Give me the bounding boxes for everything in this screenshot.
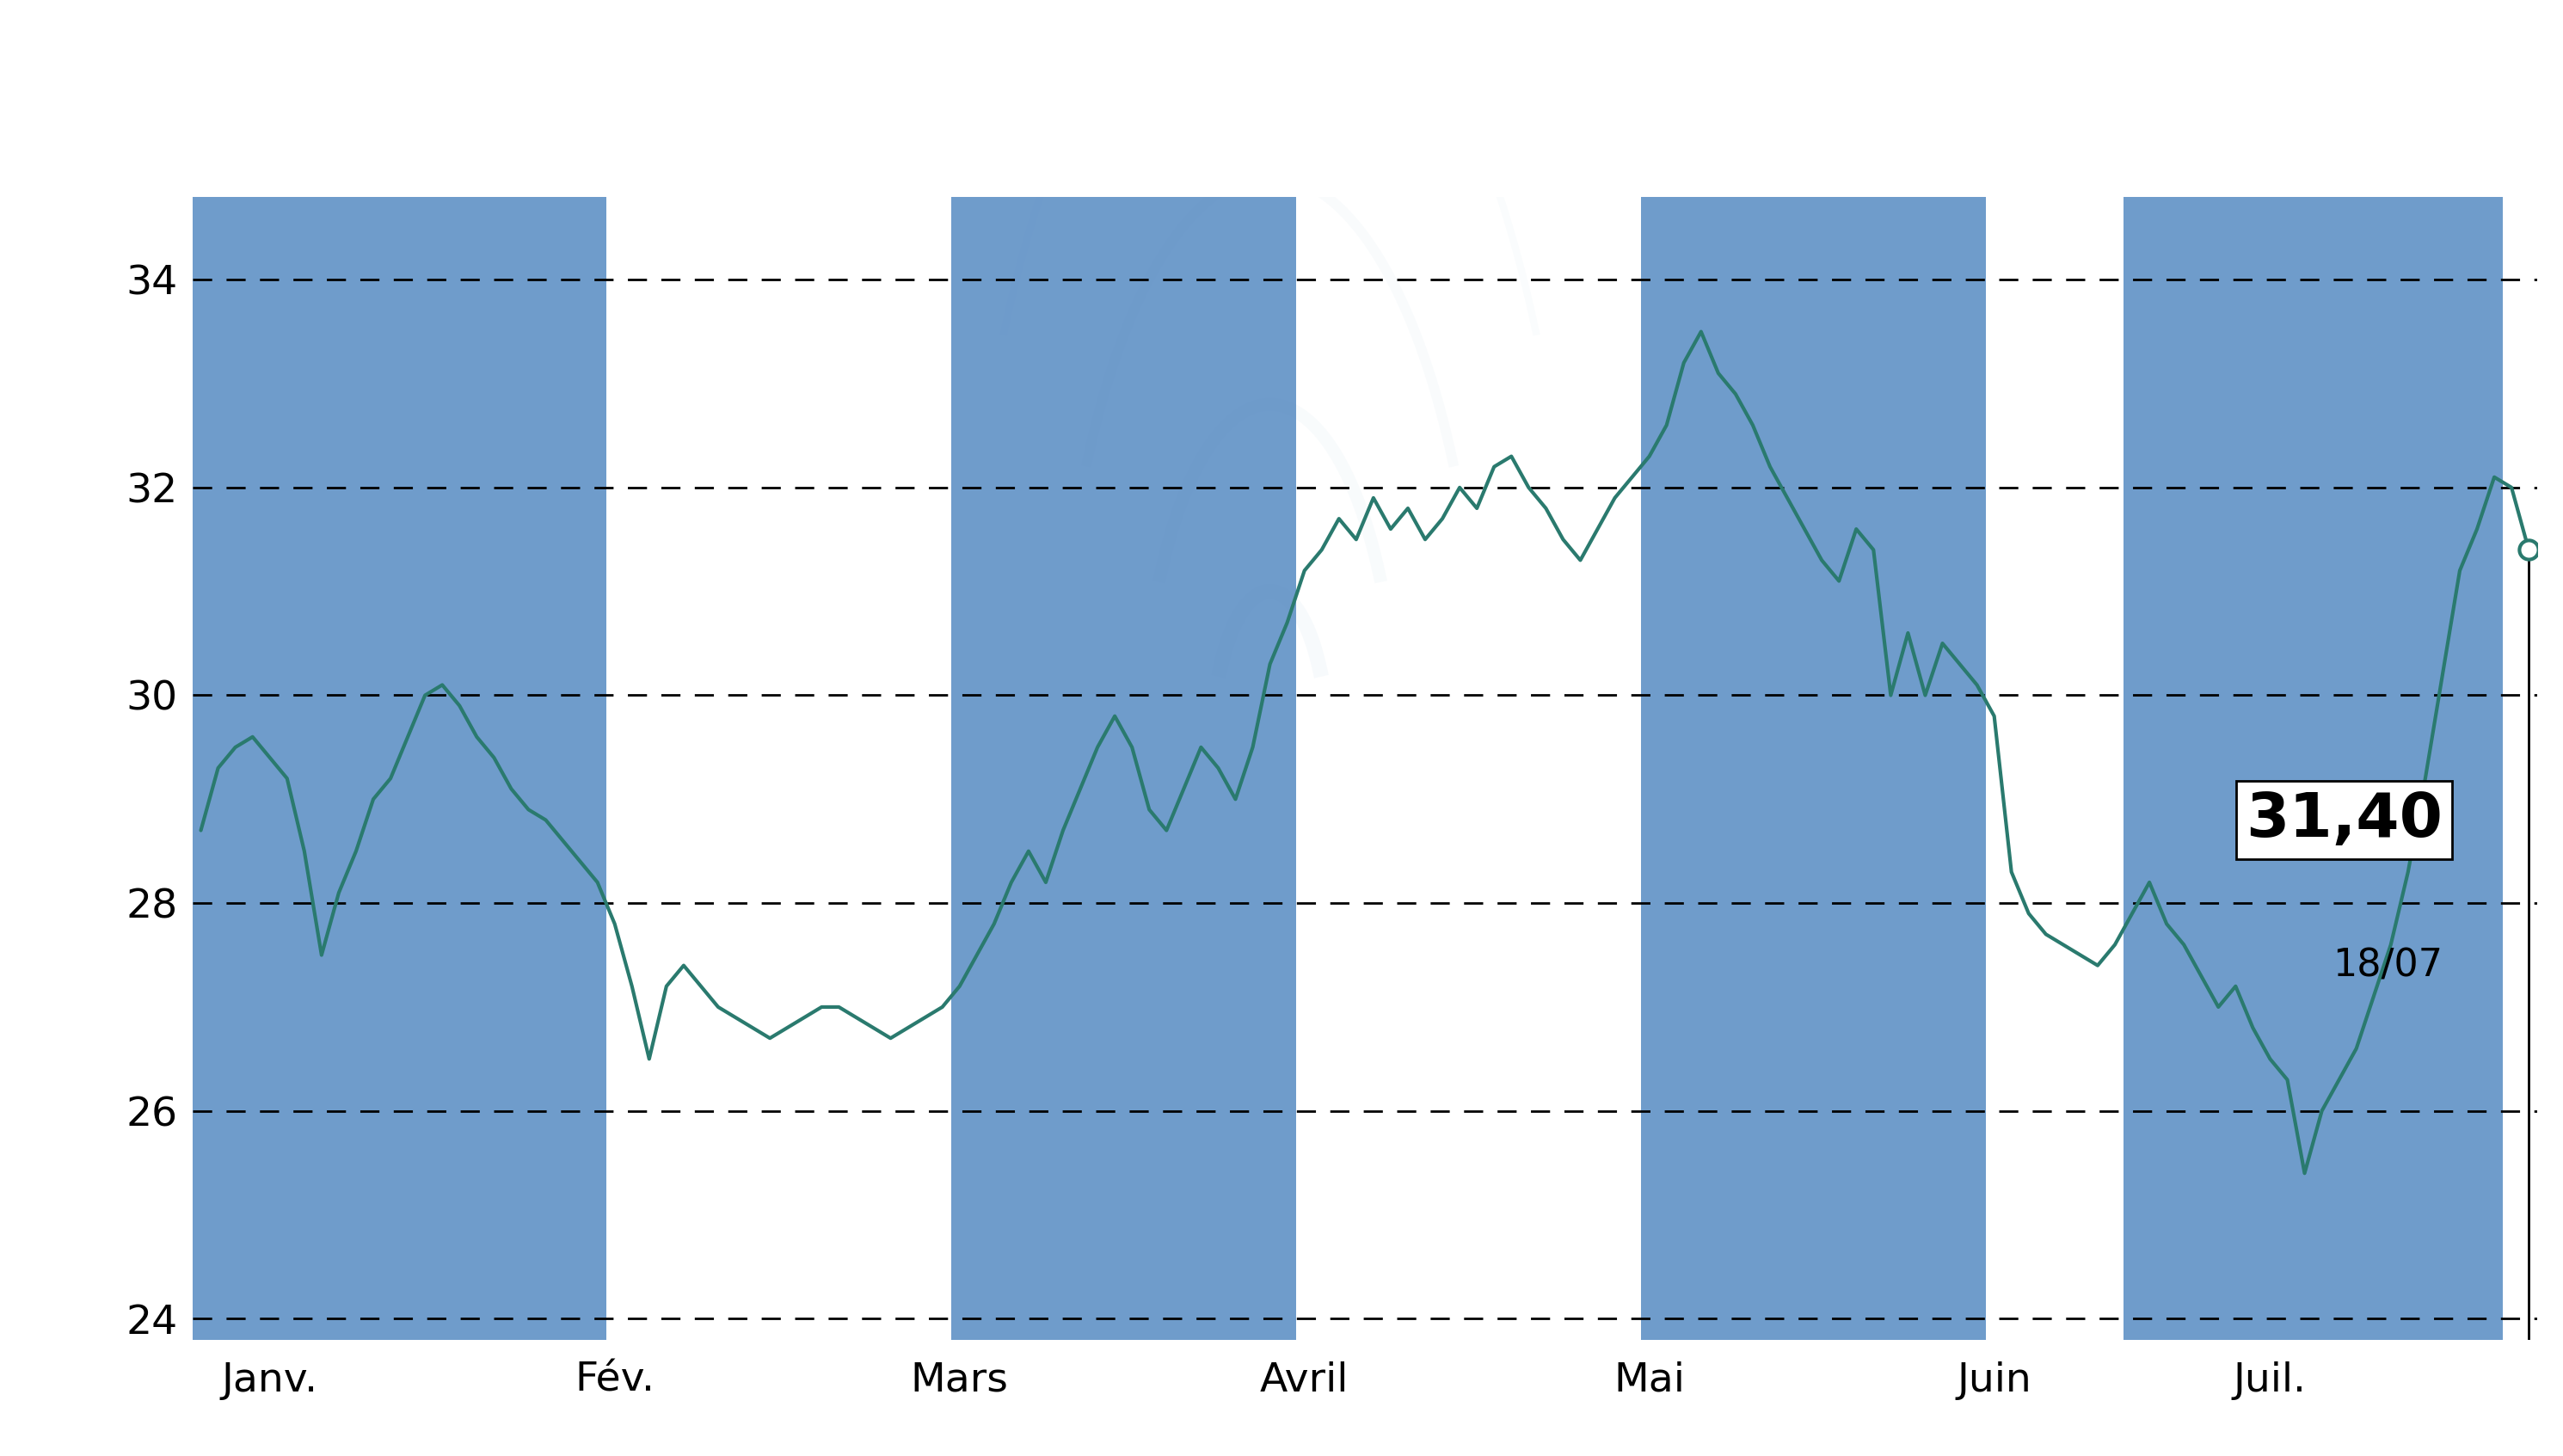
Bar bbox=[1640, 197, 1986, 1340]
Bar bbox=[192, 197, 605, 1340]
Bar bbox=[2125, 197, 2504, 1340]
Bar bbox=[951, 197, 1297, 1340]
Text: 31,40: 31,40 bbox=[2245, 791, 2443, 850]
Text: KAUFMAN ET BROAD: KAUFMAN ET BROAD bbox=[725, 38, 1838, 130]
Text: 18/07: 18/07 bbox=[2332, 946, 2443, 984]
